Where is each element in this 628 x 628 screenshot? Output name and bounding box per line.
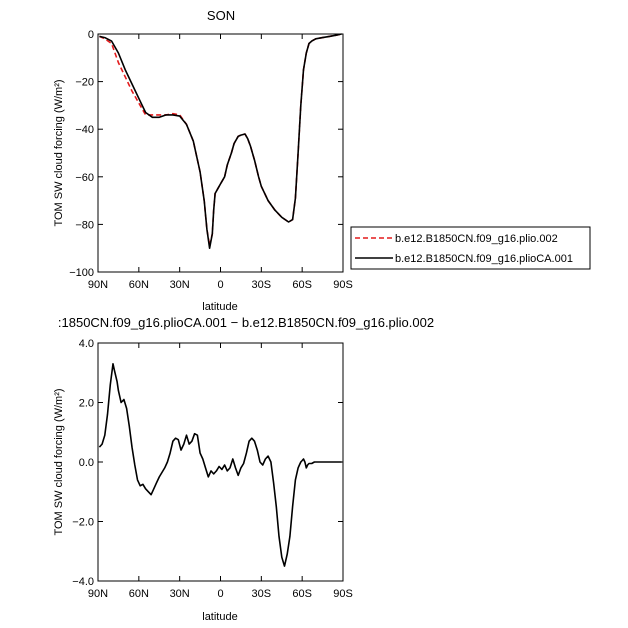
- bottom-y-axis: 4.0 2.0 0.0 −2.0 −4.0: [72, 338, 343, 588]
- y-tick-label: 4.0: [79, 338, 94, 350]
- x-tick-label: 30S: [252, 588, 272, 600]
- series-line-top-0: [99, 33, 342, 247]
- x-tick-label: 60S: [292, 588, 312, 600]
- y-tick-label: −40: [75, 124, 94, 136]
- bottom-panel: :1850CN.f09_g16.plioCA.001 − b.e12.B1850…: [53, 315, 434, 623]
- y-tick-label: −60: [75, 172, 94, 184]
- top-y-axis-label: TOM SW cloud forcing (W/m²): [53, 79, 65, 226]
- x-tick-label: 60N: [129, 588, 149, 600]
- y-tick-label: 0: [88, 29, 94, 41]
- legend-box: [350, 226, 591, 270]
- y-tick-label: −4.0: [72, 576, 94, 588]
- bottom-title: :1850CN.f09_g16.plioCA.001 − b.e12.B1850…: [58, 315, 434, 330]
- top-x-axis-label: latitude: [202, 301, 237, 313]
- legend-label-plio: b.e12.B1850CN.f09_g16.plio.002: [395, 233, 558, 245]
- x-tick-label: 90S: [333, 588, 353, 600]
- x-tick-label: 60N: [129, 279, 149, 291]
- series-line-bot-0: [98, 363, 342, 567]
- bottom-series-group: [98, 363, 342, 567]
- x-tick-label: 0: [217, 588, 223, 600]
- x-tick-label: 90N: [88, 279, 108, 291]
- series-line-top-1: [99, 33, 342, 249]
- y-tick-label: 0.0: [79, 457, 94, 469]
- y-tick-label: −100: [69, 267, 94, 279]
- x-tick-label: 30N: [170, 588, 190, 600]
- y-tick-label: 2.0: [79, 398, 94, 410]
- x-tick-label: 60S: [292, 279, 312, 291]
- legend: b.e12.B1850CN.f09_g16.plio.002 b.e12.B18…: [350, 226, 591, 270]
- top-y-axis: 0 −20 −40 −60 −80 −100: [69, 29, 343, 279]
- bottom-y-axis-label: TOM SW cloud forcing (W/m²): [53, 388, 65, 535]
- x-tick-label: 30N: [170, 279, 190, 291]
- top-series-group: [99, 33, 342, 249]
- legend-label-plioca: b.e12.B1850CN.f09_g16.plioCA.001: [395, 253, 573, 265]
- top-panel: SON 0−20−40−60−80−100 90N 60N 30N 0 30S 60S 90…: [53, 8, 353, 313]
- y-tick-label: −2.0: [72, 517, 94, 529]
- top-title: SON: [207, 8, 235, 23]
- top-x-axis: 90N 60N 30N 0 30S 60S 90S: [88, 34, 353, 291]
- bottom-x-axis-label: latitude: [202, 611, 237, 623]
- bottom-x-axis: 90N 60N 30N 0 30S 60S 90S: [88, 343, 353, 600]
- top-plot-frame: [97, 33, 344, 273]
- y-tick-label: −20: [75, 77, 94, 89]
- x-tick-label: 90N: [88, 588, 108, 600]
- y-tick-label: −80: [75, 219, 94, 231]
- x-tick-label: 0: [217, 279, 223, 291]
- x-tick-label: 90S: [333, 279, 353, 291]
- x-tick-label: 30S: [252, 279, 272, 291]
